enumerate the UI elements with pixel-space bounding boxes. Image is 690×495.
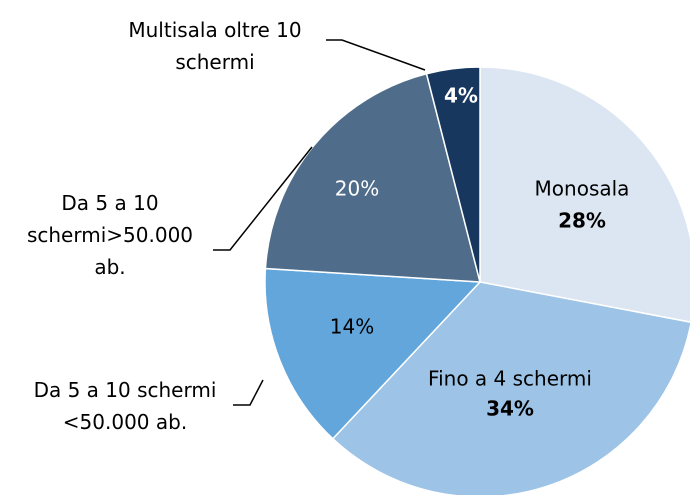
slice-value-label: 34% [486, 397, 534, 421]
leader-line [326, 39, 426, 71]
pie-slice [479, 66, 690, 323]
slice-value-label: 20% [335, 177, 379, 201]
pie-slice [425, 66, 481, 283]
slice-value-label: 14% [330, 315, 374, 339]
pie-slice [264, 267, 482, 440]
pie-slice [264, 72, 481, 283]
pie-slice [331, 281, 690, 495]
slice-name: Da 5 a 10 schermi>50.000 ab. [26, 191, 194, 279]
slice-name: Da 5 a 10 schermi <50.000 ab. [33, 378, 217, 434]
leader-line [213, 146, 313, 251]
slice-name: Multisala oltre 10 schermi [128, 18, 302, 74]
slice-name: Fino a 4 schermi [428, 367, 592, 391]
leader-line [233, 379, 264, 406]
slice-value-label: 4% [444, 84, 478, 108]
slice-value-label: 28% [558, 209, 606, 233]
slice-name: Monosala [535, 177, 630, 201]
